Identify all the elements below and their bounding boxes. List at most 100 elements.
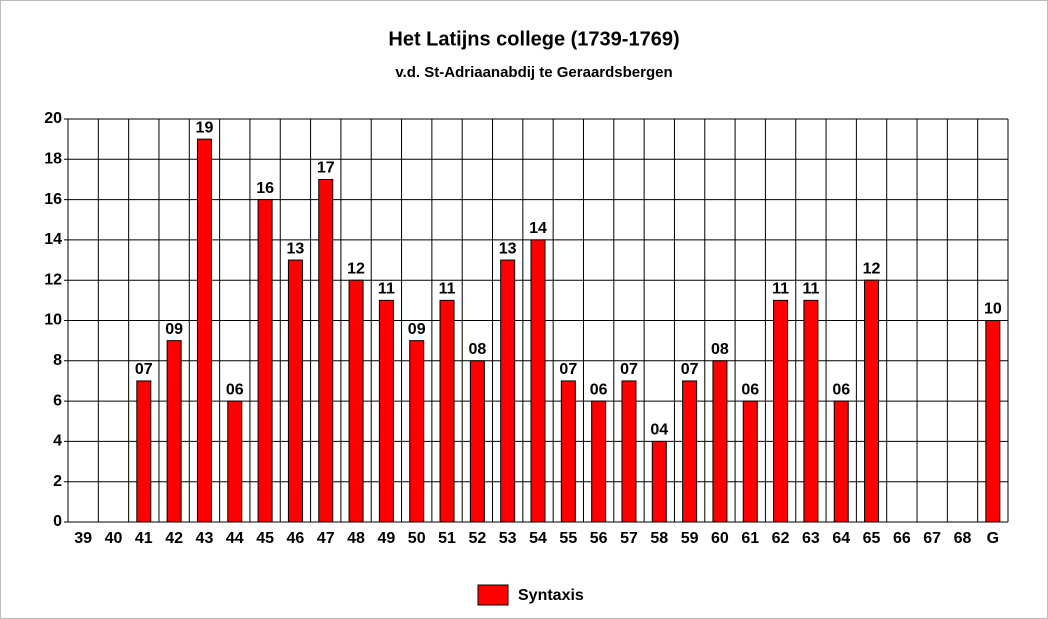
x-tick-label: 53 [499,530,517,547]
x-tick-label: 63 [802,530,820,547]
value-label: 16 [256,180,274,197]
bar [682,380,698,523]
bar [833,400,849,523]
x-tick-label: 64 [832,530,850,547]
bar [287,259,303,523]
value-label: 13 [287,240,305,257]
x-tick-label: 55 [559,530,577,547]
x-tick-label: 67 [923,530,941,547]
bar [864,279,880,523]
y-tick-label: 12 [44,271,62,288]
x-tick-label: 44 [226,530,244,547]
x-tick-label: 49 [377,530,395,547]
y-tick-label: 20 [44,110,62,127]
value-label: 11 [772,281,789,298]
bar [227,400,243,523]
bar [166,340,182,523]
legend-swatch [477,584,509,606]
y-tick-label: 16 [44,191,62,208]
value-label: 17 [317,160,335,177]
bar [136,380,152,523]
chart-subtitle: v.d. St-Adriaanabdij te Geraardsbergen [395,64,672,81]
value-label: 07 [681,361,699,378]
value-label: 11 [802,281,819,298]
value-label: 11 [378,281,395,298]
value-label: 09 [165,321,183,338]
value-label: 19 [196,119,214,136]
x-tick-label: 58 [650,530,668,547]
y-tick-label: 8 [53,352,62,369]
bar [591,400,607,523]
value-label: 06 [832,381,850,398]
x-tick-label: 48 [347,530,365,547]
bar [651,440,667,523]
bar [348,279,364,523]
x-tick-label: 68 [954,530,972,547]
x-tick-label: 40 [105,530,123,547]
x-tick-label: 50 [408,530,426,547]
value-label: 13 [499,240,517,257]
x-tick-label: 43 [196,530,214,547]
value-label: 04 [650,422,668,439]
bar [530,239,546,523]
value-label: 06 [226,381,244,398]
bar [439,299,455,523]
x-tick-label: 41 [135,530,153,547]
value-label: 09 [408,321,426,338]
x-tick-label: 57 [620,530,638,547]
bar [196,138,212,523]
value-label: 07 [620,361,638,378]
bar [318,178,334,523]
bar [257,199,273,523]
x-tick-label: 52 [468,530,486,547]
y-tick-label: 4 [53,433,62,450]
x-tick-label: 60 [711,530,729,547]
x-tick-label: 54 [529,530,547,547]
value-label: 06 [590,381,608,398]
value-label: 06 [741,381,759,398]
x-tick-label: 61 [741,530,759,547]
y-tick-label: 18 [44,151,62,168]
value-label: 08 [468,341,486,358]
value-label: 14 [529,220,547,237]
x-tick-label: 45 [256,530,274,547]
bar [378,299,394,523]
bar [469,360,485,523]
value-label: 07 [135,361,153,378]
value-label: 12 [863,260,881,277]
x-tick-label: 59 [681,530,699,547]
bar [742,400,758,523]
bar [500,259,516,523]
y-tick-label: 6 [53,392,62,409]
x-tick-label: 39 [74,530,92,547]
x-tick-label: 46 [287,530,305,547]
bar [803,299,819,523]
x-tick-label: 62 [772,530,790,547]
value-label: 11 [439,281,456,298]
y-tick-label: 10 [44,312,62,329]
x-tick-label: 47 [317,530,335,547]
bar [409,340,425,523]
y-tick-label: 14 [44,231,62,248]
x-tick-label: 51 [438,530,456,547]
chart-title: Het Latijns college (1739-1769) [388,28,679,50]
x-tick-label: 56 [590,530,608,547]
x-tick-label: G [987,530,999,547]
value-label: 07 [559,361,577,378]
bar [773,299,789,523]
y-tick-label: 2 [53,473,62,490]
y-tick-label: 0 [53,513,62,530]
value-label: 08 [711,341,729,358]
x-tick-label: 66 [893,530,911,547]
bar [621,380,637,523]
bar [985,320,1001,523]
x-tick-label: 42 [165,530,183,547]
value-label: 12 [347,260,365,277]
legend-label: Syntaxis [518,587,584,604]
bar [560,380,576,523]
bar [712,360,728,523]
value-label: 10 [984,301,1002,318]
